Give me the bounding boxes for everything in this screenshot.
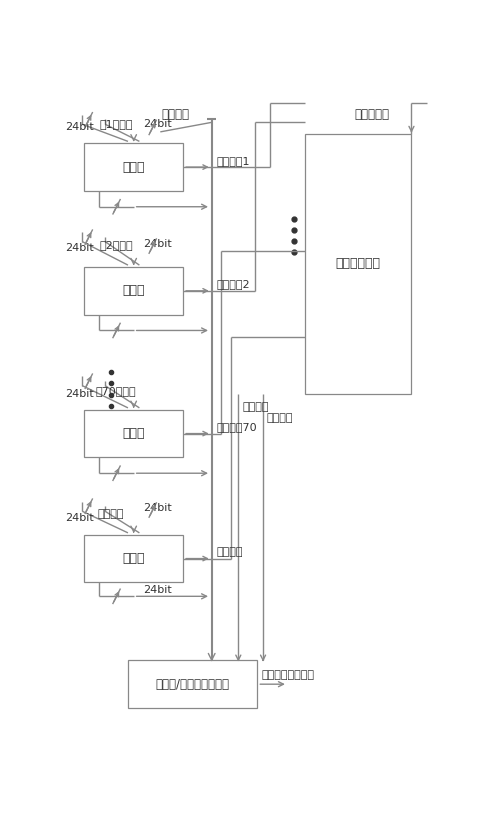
Text: 门控信号1: 门控信号1: [216, 156, 250, 166]
Text: 缓冲门: 缓冲门: [122, 427, 145, 440]
Bar: [84, 535, 183, 583]
Text: 同步数据: 同步数据: [98, 509, 124, 519]
Bar: [128, 660, 257, 708]
Text: 缓冲门: 缓冲门: [122, 284, 145, 297]
Text: 门控信号2: 门控信号2: [216, 279, 250, 289]
Text: 缓冲门: 缓冲门: [122, 161, 145, 174]
Text: 锁存信号: 锁存信号: [242, 401, 269, 412]
Text: 24bit: 24bit: [143, 238, 172, 249]
Text: 门控信号70: 门控信号70: [216, 422, 257, 433]
Bar: [84, 410, 183, 457]
Text: 24bit: 24bit: [65, 389, 94, 399]
Text: 高速串行数据输出: 高速串行数据输出: [262, 670, 315, 680]
Text: 24bit: 24bit: [143, 585, 172, 595]
Text: 第2路数据: 第2路数据: [99, 240, 133, 250]
Text: 门控信号: 门控信号: [216, 547, 243, 557]
Text: 24bit: 24bit: [65, 123, 94, 133]
Text: 第1路数据: 第1路数据: [99, 119, 133, 129]
Text: 24bit: 24bit: [143, 119, 172, 129]
Text: 时序逻辑电路: 时序逻辑电路: [336, 257, 381, 270]
Text: 24bit: 24bit: [143, 503, 172, 513]
Text: 第70路数据: 第70路数据: [96, 386, 136, 396]
Text: 汇集总线: 汇集总线: [162, 108, 190, 120]
Bar: [84, 143, 183, 191]
Text: 24bit: 24bit: [65, 243, 94, 253]
Bar: [305, 133, 411, 394]
Text: 串行时钟: 串行时钟: [267, 413, 293, 423]
Text: 锁存器/串行移位寄存器: 锁存器/串行移位寄存器: [156, 677, 230, 691]
Bar: [84, 267, 183, 315]
Text: 主时钟输入: 主时钟输入: [355, 108, 389, 121]
Text: 缓冲门: 缓冲门: [122, 552, 145, 565]
Text: 24bit: 24bit: [65, 513, 94, 522]
